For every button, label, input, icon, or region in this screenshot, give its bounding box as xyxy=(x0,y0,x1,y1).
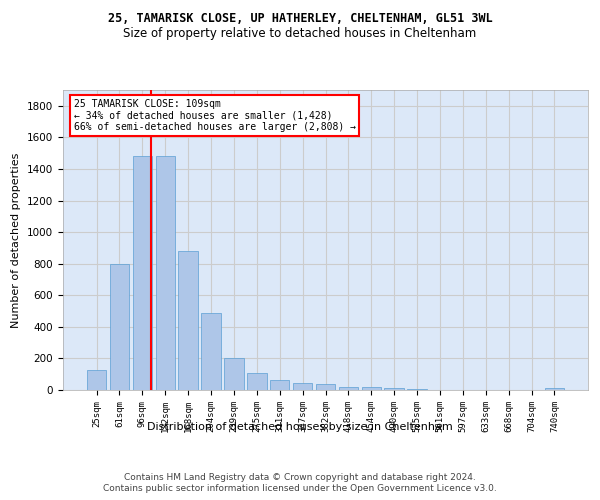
Bar xyxy=(133,156,152,390)
Bar xyxy=(202,312,221,390)
Bar xyxy=(545,388,564,390)
Bar xyxy=(362,387,381,390)
Bar xyxy=(316,384,335,390)
Bar xyxy=(155,156,175,390)
Bar xyxy=(178,251,198,390)
Bar xyxy=(338,386,358,390)
Text: Size of property relative to detached houses in Cheltenham: Size of property relative to detached ho… xyxy=(124,28,476,40)
Text: 25, TAMARISK CLOSE, UP HATHERLEY, CHELTENHAM, GL51 3WL: 25, TAMARISK CLOSE, UP HATHERLEY, CHELTE… xyxy=(107,12,493,26)
Bar xyxy=(87,370,106,390)
Text: Contains HM Land Registry data © Crown copyright and database right 2024.: Contains HM Land Registry data © Crown c… xyxy=(124,472,476,482)
Bar xyxy=(110,264,129,390)
Bar xyxy=(293,384,313,390)
Bar xyxy=(270,380,289,390)
Bar xyxy=(385,388,404,390)
Y-axis label: Number of detached properties: Number of detached properties xyxy=(11,152,22,328)
Text: Distribution of detached houses by size in Cheltenham: Distribution of detached houses by size … xyxy=(147,422,453,432)
Text: 25 TAMARISK CLOSE: 109sqm
← 34% of detached houses are smaller (1,428)
66% of se: 25 TAMARISK CLOSE: 109sqm ← 34% of detac… xyxy=(74,99,355,132)
Bar xyxy=(224,358,244,390)
Bar xyxy=(247,374,266,390)
Text: Contains public sector information licensed under the Open Government Licence v3: Contains public sector information licen… xyxy=(103,484,497,493)
Bar xyxy=(407,389,427,390)
